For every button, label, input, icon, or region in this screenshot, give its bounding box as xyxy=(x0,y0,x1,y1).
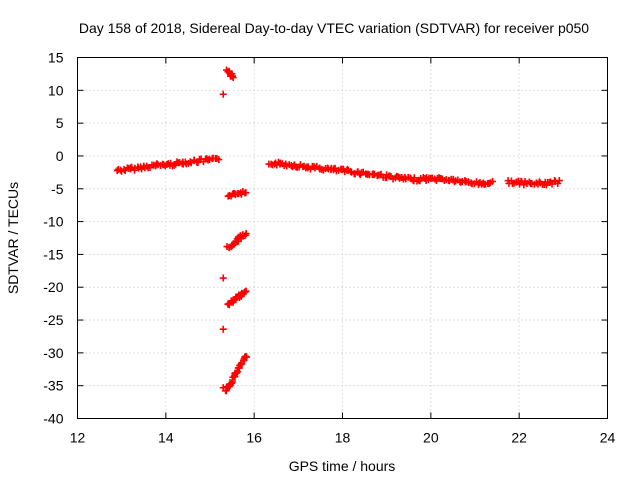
y-tick-label: -20 xyxy=(43,279,63,295)
grid xyxy=(77,57,608,419)
x-tick-label: 16 xyxy=(246,430,262,446)
data-point xyxy=(120,165,128,173)
y-tick-label: -40 xyxy=(43,411,63,427)
data-point xyxy=(219,384,227,392)
data-point xyxy=(520,181,528,189)
y-tick-label: -35 xyxy=(43,378,63,394)
data-point xyxy=(229,74,237,82)
y-tick-label: -25 xyxy=(43,312,63,328)
y-tick-label: -10 xyxy=(43,214,63,230)
y-tick-label: -5 xyxy=(51,181,64,197)
data-point xyxy=(215,156,223,164)
y-tick-label: 10 xyxy=(48,82,64,98)
data-point xyxy=(219,325,227,333)
data-point xyxy=(233,369,241,377)
data-point xyxy=(242,189,250,197)
x-tick-label: 14 xyxy=(158,430,174,446)
y-tick-label: 5 xyxy=(56,115,64,131)
data-point xyxy=(242,230,250,238)
x-tick-label: 12 xyxy=(70,430,86,446)
y-tick-label: 0 xyxy=(56,148,64,164)
y-axis-label: SDTVAR / TECUs xyxy=(5,182,21,294)
y-tick-label: -15 xyxy=(43,246,63,262)
x-tick-label: 24 xyxy=(600,430,616,446)
data-point xyxy=(219,90,227,98)
data-point xyxy=(488,177,496,185)
x-tick-labels: 12 14 16 18 20 22 24 xyxy=(70,430,616,446)
y-tick-labels: 15 10 5 0 -5 -10 -15 -20 -25 -30 -35 -40 xyxy=(43,50,63,427)
data-point xyxy=(186,158,194,166)
chart-title: Day 158 of 2018, Sidereal Day-to-day VTE… xyxy=(79,20,589,36)
data-point xyxy=(467,179,475,187)
x-tick-label: 18 xyxy=(335,430,351,446)
data-point xyxy=(219,274,227,282)
data-points xyxy=(113,66,563,395)
data-point xyxy=(243,353,251,361)
data-point xyxy=(242,287,250,295)
x-axis-label: GPS time / hours xyxy=(289,458,396,474)
x-tick-label: 20 xyxy=(423,430,439,446)
y-tick-label: -30 xyxy=(43,345,63,361)
data-point xyxy=(555,177,563,185)
x-tick-label: 22 xyxy=(511,430,527,446)
axis-ticks xyxy=(77,57,608,419)
y-tick-label: 15 xyxy=(48,50,64,66)
